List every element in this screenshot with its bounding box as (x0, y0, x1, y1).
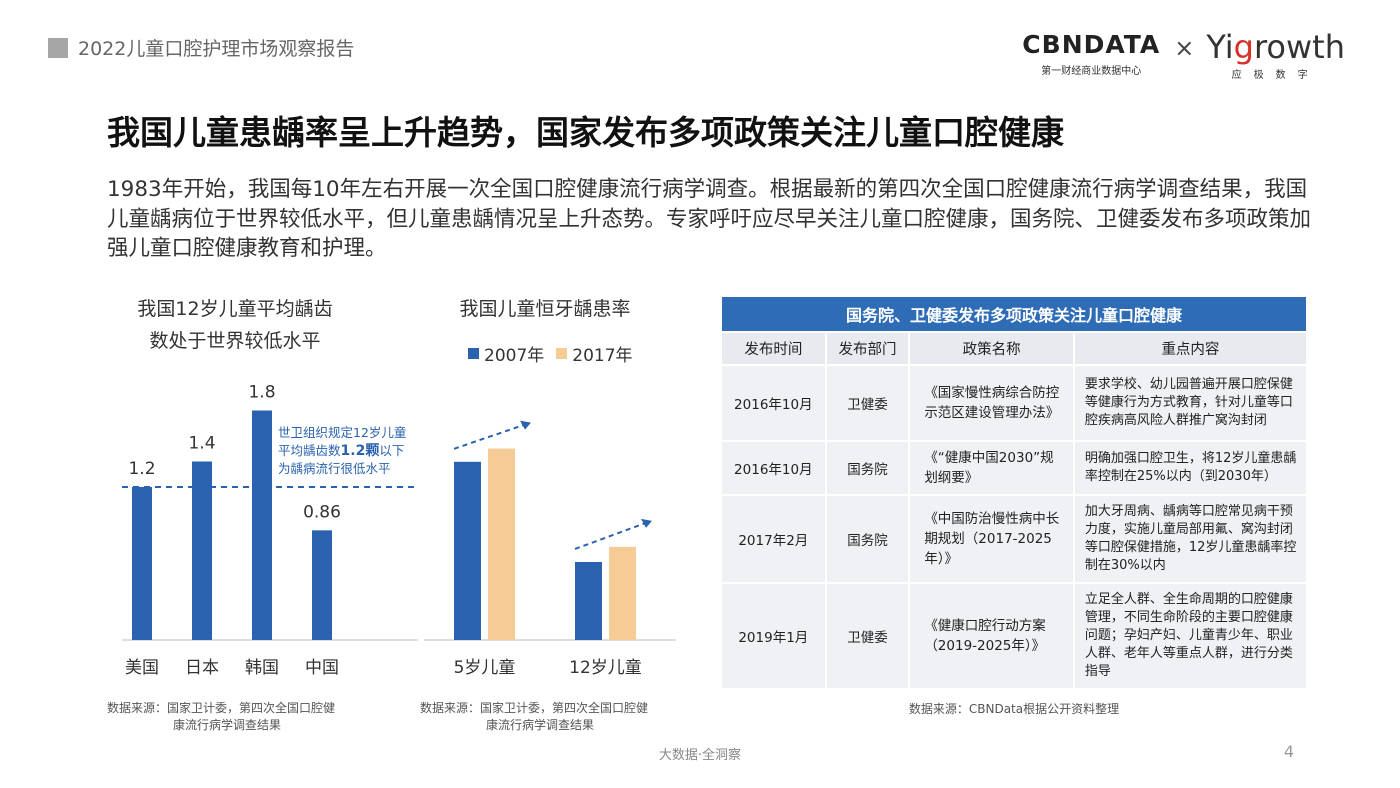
yigrowth-sub: 应极数字 (1231, 70, 1320, 81)
table-row: 2019年1月 卫健委 《健康口腔行动方案（2019-2025年）》 立足全人群… (720, 582, 1309, 690)
cell-date: 2017年2月 (720, 494, 827, 584)
cell-content: 立足全人群、全生命周期的口腔健康管理，不同生命阶段的主要口腔健康问题；孕妇产妇、… (1072, 582, 1309, 690)
logos: CBNDATA 第一财经商业数据中心 × Yigrowth 应极数字 (1022, 30, 1345, 81)
chart1-title: 我国12岁儿童平均龋齿 数处于世界较低水平 (110, 293, 360, 357)
chart1-title-line2: 数处于世界较低水平 (149, 330, 321, 352)
legend-item-2007: 2007年 (468, 341, 544, 366)
cell-date: 2016年10月 (720, 440, 827, 496)
chart1-bar-1 (192, 461, 212, 640)
chart2-category-label-0: 5岁儿童 (454, 658, 516, 678)
cell-dept: 国务院 (824, 440, 911, 496)
chart2-title: 我国儿童恒牙龋患率 (459, 298, 631, 320)
header-square-icon (48, 37, 68, 58)
chart1-value-label-0: 1.2 (128, 459, 155, 479)
page-number: 4 (1283, 742, 1294, 761)
table-title: 国务院、卫健委发布多项政策关注儿童口腔健康 (720, 295, 1308, 333)
table-row: 2017年2月 国务院 《中国防治慢性病中长期规划（2017-2025年）》 加… (720, 494, 1309, 584)
chart2-bar-0-1 (575, 561, 602, 640)
table-source: 数据来源：CBNData根据公开资料整理 (908, 702, 1120, 716)
policy-table: 国务院、卫健委发布多项政策关注儿童口腔健康 发布时间 发布部门 政策名称 重点内… (720, 295, 1309, 690)
report-header: 2022儿童口腔护理市场观察报告 (48, 34, 354, 61)
chart2-bar-0-0 (454, 461, 481, 640)
table-header-dept: 发布部门 (824, 331, 911, 366)
yigrowth-name: Yigrowth (1206, 28, 1345, 66)
yigrowth-logo: Yigrowth 应极数字 (1206, 30, 1345, 81)
chart1-category-label-3: 中国 (305, 658, 339, 678)
chart1-category-label-1: 日本 (185, 658, 219, 678)
chart2-trend-arrow-line-0 (453, 423, 526, 450)
cell-content: 明确加强口腔卫生，将12岁儿童患龋率控制在25%以内（到2030年） (1072, 440, 1309, 496)
table-header-name: 政策名称 (908, 331, 1075, 366)
cell-content: 要求学校、幼儿园普遍开展口腔保健等健康行为方式教育，针对儿童等口腔疾病高风险人群… (1072, 364, 1309, 442)
chart2-trend-arrow-icon-0 (520, 420, 531, 430)
cell-policy-name: 《中国防治慢性病中长期规划（2017-2025年）》 (908, 494, 1075, 584)
cell-dept: 国务院 (824, 494, 911, 584)
chart1-annotation-line2: 平均龋齿数1.2颗以下 (278, 443, 404, 459)
chart2-bar-1-0 (488, 448, 515, 640)
chart1-source: 数据来源：国家卫计委，第四次全国口腔健 康流行病学调查结果 (107, 701, 336, 732)
chart1-annotation-line1: 世卫组织规定12岁儿童 (278, 425, 406, 440)
cell-dept: 卫健委 (824, 364, 911, 442)
cell-date: 2016年10月 (720, 364, 827, 442)
chart2-trend-arrow-line-1 (574, 521, 647, 550)
cbndata-name: CBNDATA (1022, 30, 1161, 59)
cbndata-sub: 第一财经商业数据中心 (1041, 66, 1142, 77)
chart2-bar-1-1 (609, 546, 636, 640)
chart1-bar-0 (132, 487, 152, 640)
cell-dept: 卫健委 (824, 582, 911, 690)
legend-item-2017: 2017年 (556, 341, 633, 366)
cell-content: 加大牙周病、龋病等口腔常见病干预力度，实施儿童局部用氟、窝沟封闭等口腔保健措施，… (1072, 494, 1309, 584)
chart1-category-label-0: 美国 (125, 658, 159, 678)
chart2-source: 数据来源：国家卫计委，第四次全国口腔健 康流行病学调查结果 (420, 701, 649, 732)
legend-swatch-2017 (556, 348, 568, 359)
intro-paragraph: 1983年开始，我国每10年左右开展一次全国口腔健康流行病学调查。根据最新的第四… (107, 177, 1312, 261)
table-row: 2016年10月 卫健委 《国家慢性病综合防控示范区建设管理办法》 要求学校、幼… (720, 364, 1309, 442)
legend-swatch-2007 (468, 348, 479, 359)
table-row: 2016年10月 国务院 《“健康中国2030”规划纲要》 明确加强口腔卫生，将… (720, 440, 1309, 496)
chart1-value-label-2: 1.8 (248, 383, 275, 403)
chart2-category-label-1: 12岁儿童 (569, 658, 642, 678)
table-header-row: 发布时间 发布部门 政策名称 重点内容 (720, 331, 1309, 366)
chart1-plot: 1.2 美国 1.4 日本 1.8 韩国 0.86 中国 世卫组织规定12岁儿童 平均龋齿数1… (122, 383, 418, 678)
chart1-value-label-3: 0.86 (303, 502, 341, 522)
cbndata-logo: CBNDATA 第一财经商业数据中心 (1022, 30, 1160, 77)
chart1-value-label-1: 1.4 (188, 434, 215, 454)
cell-policy-name: 《“健康中国2030”规划纲要》 (908, 440, 1075, 496)
cell-policy-name: 《健康口腔行动方案（2019-2025年）》 (908, 582, 1075, 690)
times-icon: × (1174, 34, 1195, 62)
table-header-content: 重点内容 (1072, 331, 1309, 366)
page-title: 我国儿童患龋率呈上升趋势，国家发布多项政策关注儿童口腔健康 (107, 113, 1064, 152)
chart1-bar-3 (312, 530, 332, 640)
report-title: 2022儿童口腔护理市场观察报告 (78, 38, 355, 60)
chart1-bar-2 (252, 410, 272, 640)
footer-slogan: 大数据·全洞察 (658, 748, 742, 763)
chart2-legend: 2007年 2017年 (468, 341, 645, 366)
chart1-annotation-line3: 为龋病流行很低水平 (278, 461, 391, 476)
chart2-plot: 5岁儿童 12岁儿童 (424, 420, 676, 678)
chart1-category-label-2: 韩国 (245, 658, 279, 678)
chart2-trend-arrow-icon-1 (641, 518, 652, 528)
cell-date: 2019年1月 (720, 582, 827, 690)
table-header-date: 发布时间 (720, 331, 827, 366)
chart1-title-line1: 我国12岁儿童平均龋齿 (137, 298, 333, 320)
cell-policy-name: 《国家慢性病综合防控示范区建设管理办法》 (908, 364, 1075, 442)
